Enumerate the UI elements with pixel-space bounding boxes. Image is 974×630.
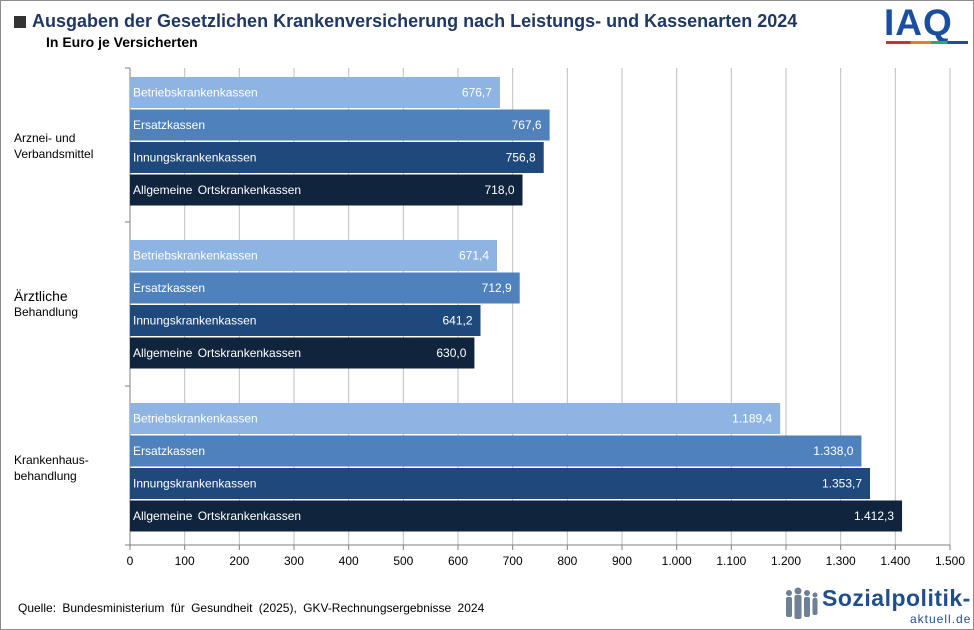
- category-label-line: Behandlung: [14, 305, 79, 319]
- x-tick-label: 200: [229, 554, 249, 568]
- x-tick-label: 500: [393, 554, 413, 568]
- x-tick-label: 1.500: [935, 554, 965, 568]
- bar: [130, 468, 871, 499]
- x-tick-label: 400: [339, 554, 359, 568]
- bar-series-label: Innungskrankenkassen: [133, 477, 256, 491]
- category-label-line: behandlung: [14, 469, 77, 483]
- bar-series-label: Innungskrankenkassen: [133, 151, 256, 165]
- bar: [130, 500, 903, 532]
- bar-value-label: 1.338,0: [813, 444, 853, 458]
- bar: [130, 142, 544, 173]
- category-label-line: Krankenhaus-: [14, 453, 89, 467]
- x-tick-label: 700: [503, 554, 523, 568]
- sozialpolitik-logo-sub: aktuell.de: [910, 612, 972, 626]
- bar-value-label: 756,8: [506, 151, 536, 165]
- people-icon: [786, 587, 818, 619]
- category-label-line: Ärztliche: [14, 288, 68, 304]
- x-tick-label: 1.200: [771, 554, 801, 568]
- bar-series-label: Betriebskrankenkassen: [133, 249, 258, 263]
- x-tick-label: 800: [557, 554, 577, 568]
- iaq-logo-bar: [886, 41, 968, 44]
- x-tick-label: 900: [612, 554, 632, 568]
- bar: [130, 337, 475, 369]
- bar-value-label: 718,0: [484, 183, 514, 197]
- x-tick-label: 0: [127, 554, 134, 568]
- bar-value-label: 671,4: [459, 249, 489, 263]
- bar: [130, 240, 498, 271]
- x-tick-label: 100: [175, 554, 195, 568]
- bar-series-label: Allgemeine Ortskrankenkassen: [133, 509, 301, 523]
- bar-value-label: 1.412,3: [854, 509, 894, 523]
- bar-series-label: Ersatzkassen: [133, 281, 205, 295]
- bar: [130, 305, 481, 336]
- bar-value-label: 712,9: [482, 281, 512, 295]
- bar: [130, 435, 862, 467]
- iaq-logo: IAQ: [884, 2, 970, 46]
- category-label: Arznei- und Verbandsmittel: [14, 130, 93, 162]
- bar: [130, 174, 523, 206]
- bar: [130, 403, 781, 434]
- bar-series-label: Betriebskrankenkassen: [133, 412, 258, 426]
- chart-title: Ausgaben der Gesetzlichen Krankenversich…: [32, 11, 798, 31]
- category-label-line: Verbandsmittel: [14, 147, 94, 161]
- bar-series-label: Ersatzkassen: [133, 444, 205, 458]
- bar-series-label: Innungskrankenkassen: [133, 314, 256, 328]
- category-label: Ärztliche Behandlung: [14, 288, 78, 320]
- x-tick-label: 600: [448, 554, 468, 568]
- category-label-line: Arznei- und: [14, 131, 76, 145]
- x-tick-label: 1.100: [716, 554, 746, 568]
- title-square-icon: [14, 15, 26, 28]
- bar-value-label: 676,7: [462, 86, 492, 100]
- bar: [130, 109, 550, 141]
- bar-series-label: Ersatzkassen: [133, 118, 205, 132]
- bar-value-label: 1.353,7: [822, 477, 862, 491]
- source-note: Quelle: Bundesministerium für Gesundheit…: [18, 601, 485, 615]
- bar: [130, 77, 500, 108]
- x-tick-label: 1.400: [880, 554, 910, 568]
- iaq-logo-text: IAQ: [884, 2, 953, 43]
- bar-value-label: 641,2: [442, 314, 472, 328]
- bar-series-label: Allgemeine Ortskrankenkassen: [133, 346, 301, 360]
- bar-series-label: Betriebskrankenkassen: [133, 86, 258, 100]
- x-tick-label: 300: [284, 554, 304, 568]
- x-tick-label: 1.000: [662, 554, 692, 568]
- chart-subtitle: In Euro je Versicherten: [46, 34, 198, 50]
- bar: [130, 272, 520, 304]
- x-tick-label: 1.300: [826, 554, 856, 568]
- sozialpolitik-logo-main: Sozialpolitik-: [822, 585, 971, 611]
- category-label: Krankenhaus-behandlung: [14, 452, 89, 484]
- bar-series-label: Allgemeine Ortskrankenkassen: [133, 183, 301, 197]
- sozialpolitik-logo: Sozialpolitik- aktuell.de: [782, 583, 972, 627]
- title-row: Ausgaben der Gesetzlichen Krankenversich…: [14, 11, 797, 32]
- bar-value-label: 1.189,4: [732, 412, 772, 426]
- bar-value-label: 630,0: [436, 346, 466, 360]
- bar-value-label: 767,6: [512, 118, 542, 132]
